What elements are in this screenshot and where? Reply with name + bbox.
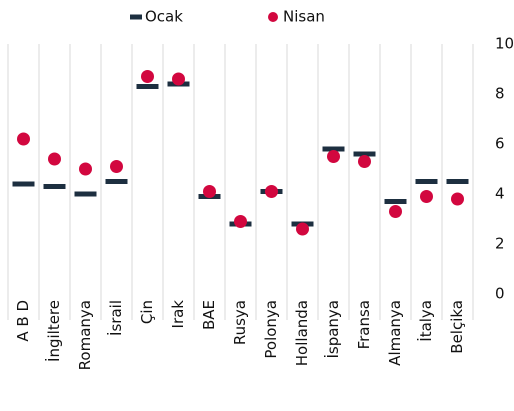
dot-marker <box>203 185 216 198</box>
y-tick-label: 6 <box>495 135 505 153</box>
x-tick-label: Belçika <box>448 300 466 354</box>
legend-swatch <box>268 12 278 22</box>
x-tick-label: İngiltere <box>44 300 63 362</box>
dot-marker <box>389 205 402 218</box>
dash-marker <box>12 181 35 187</box>
x-tick-label: Hollanda <box>293 300 311 366</box>
dot-marker <box>48 152 61 166</box>
x-tick-label: Irak <box>169 300 187 329</box>
dash-marker <box>136 84 159 89</box>
dot-marker <box>358 155 371 168</box>
legend-label: Ocak <box>145 8 183 26</box>
dot-marker <box>141 70 154 83</box>
x-tick-label: Çin <box>138 300 156 324</box>
dash-marker <box>105 179 128 184</box>
dot-marker <box>17 132 30 146</box>
dash-marker <box>43 184 66 189</box>
dash-marker <box>384 199 407 204</box>
dash-marker <box>415 179 438 184</box>
dot-marker <box>327 150 340 163</box>
x-tick-label: Romanya <box>76 300 94 370</box>
dash-marker <box>353 151 376 157</box>
y-tick-label: 4 <box>495 185 505 203</box>
dot-marker <box>451 192 464 206</box>
x-tick-label: Rusya <box>231 300 249 345</box>
dot-marker <box>234 215 247 228</box>
dot-marker <box>265 185 278 198</box>
x-tick-label: Fransa <box>355 300 373 349</box>
y-tick-label: 2 <box>495 235 505 253</box>
dot-marker <box>420 190 433 203</box>
dash-marker <box>446 179 469 184</box>
y-tick-label: 0 <box>495 285 505 303</box>
dot-marker <box>79 162 92 176</box>
x-tick-label: A B D <box>14 300 32 342</box>
legend-swatch <box>130 14 142 20</box>
dot-marker <box>110 160 123 173</box>
dot-marker <box>296 222 309 236</box>
dot-marker <box>172 72 185 86</box>
x-tick-label: İtalya <box>416 300 435 342</box>
legend-label: Nisan <box>283 8 325 26</box>
x-tick-label: Polonya <box>262 300 280 359</box>
y-tick-label: 10 <box>495 35 514 53</box>
x-tick-label: Almanya <box>386 300 404 366</box>
x-tick-label: BAE <box>200 300 218 330</box>
x-tick-label: İsrail <box>106 300 125 336</box>
dash-marker <box>74 191 97 197</box>
x-tick-label: İspanya <box>323 300 342 359</box>
dash-marker <box>322 146 345 152</box>
y-tick-label: 8 <box>495 85 505 103</box>
